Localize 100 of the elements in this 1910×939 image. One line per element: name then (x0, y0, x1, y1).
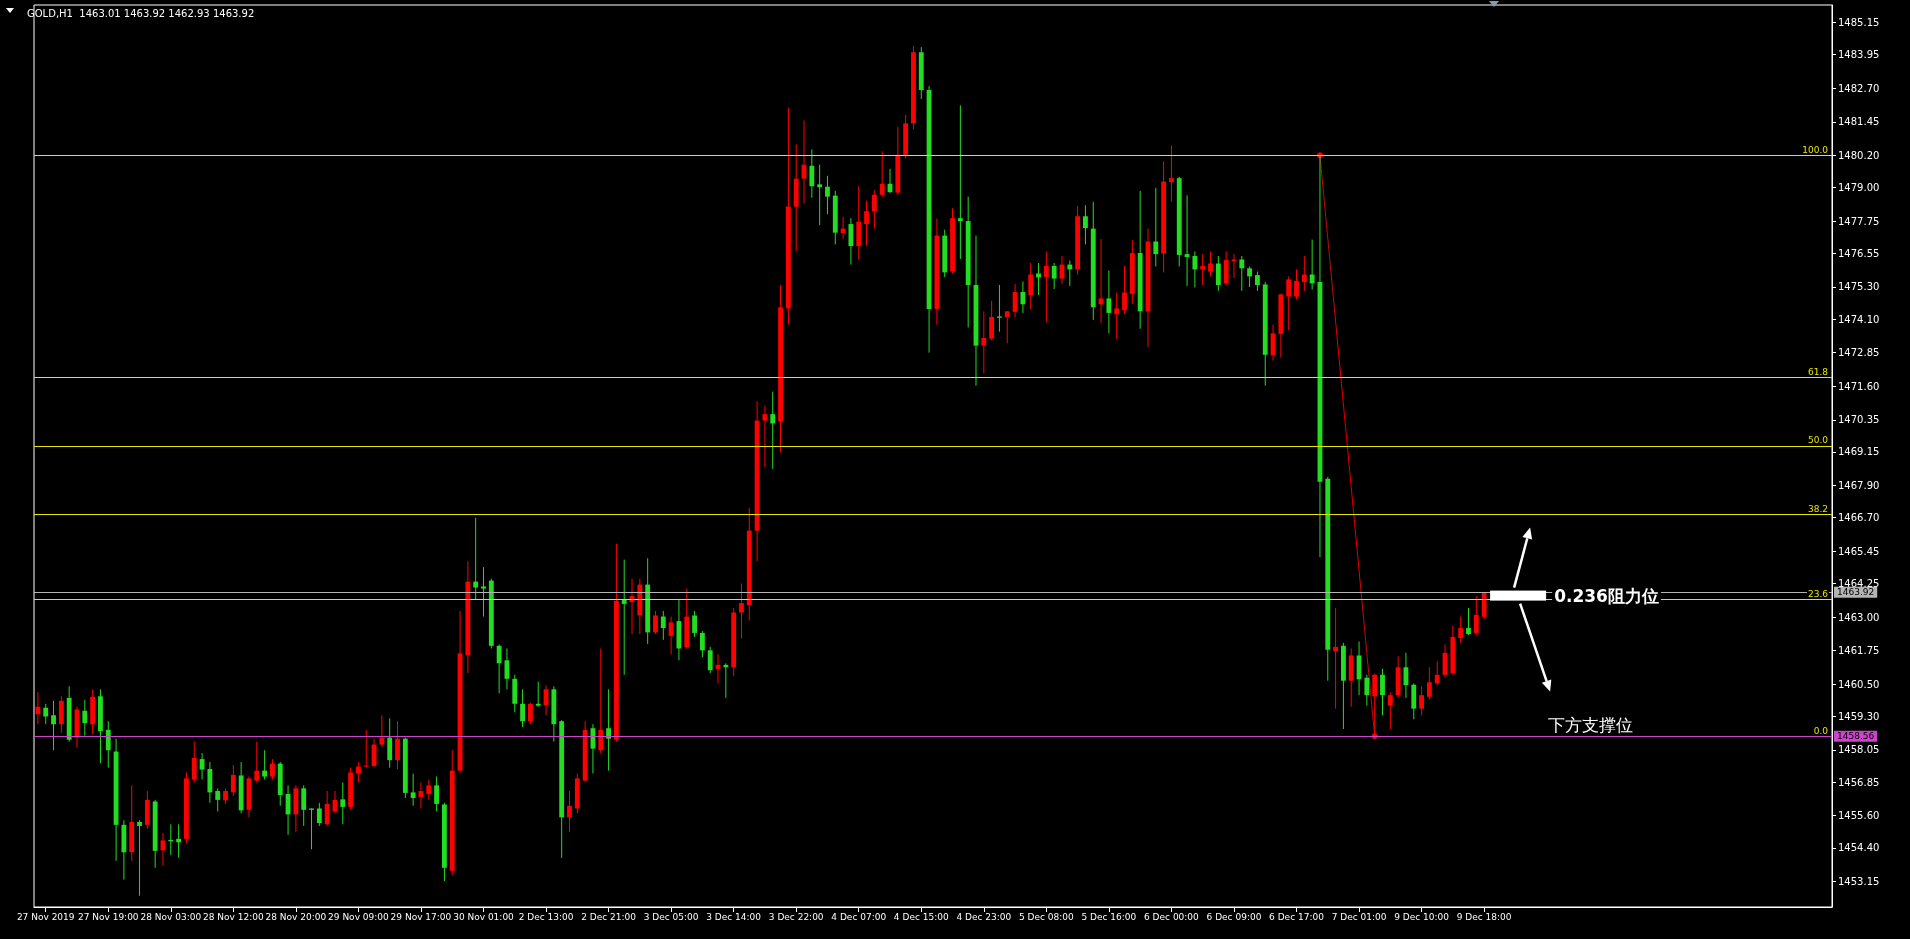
x-tick-label: 7 Dec 01:00 (1331, 911, 1387, 922)
y-tick-label: 1483.95 (1838, 49, 1880, 61)
candlestick (1106, 270, 1112, 334)
annotation: 下方支撑位 (1548, 714, 1634, 735)
candlestick (82, 699, 88, 737)
candlestick (879, 150, 885, 198)
candlestick (1004, 310, 1010, 344)
candlestick (1020, 281, 1026, 314)
chart-title: GOLD,H1 1463.01 1463.92 1462.93 1463.92 (27, 7, 255, 19)
x-tick-label: 28 Nov 03:00 (140, 911, 202, 922)
annotation: 61.8 (1807, 366, 1829, 377)
candlestick (1223, 250, 1229, 286)
candlestick (1458, 616, 1464, 644)
candlestick (567, 790, 572, 833)
candlestick (395, 720, 400, 770)
y-tick-label: 1461.75 (1838, 645, 1880, 657)
y-tick-label: 1475.30 (1838, 281, 1880, 293)
y-tick-label: 1460.50 (1838, 678, 1880, 690)
x-tick-label: 29 Nov 09:00 (328, 911, 390, 922)
candlestick (426, 778, 432, 801)
y-tick-label: 1471.60 (1838, 380, 1880, 392)
candlestick (1122, 265, 1127, 315)
candlestick (817, 164, 823, 226)
candlestick (1364, 674, 1370, 707)
annotation: 38.2 (1807, 503, 1828, 514)
x-tick-label: 2 Dec 21:00 (581, 911, 637, 922)
x-tick-label: 3 Dec 05:00 (643, 911, 699, 922)
candlestick (1411, 682, 1417, 720)
candlestick (997, 284, 1002, 333)
candlestick (770, 391, 776, 470)
y-tick-label: 1458.05 (1838, 744, 1880, 756)
annotation: 0.236阻力位 (1554, 585, 1659, 606)
candlestick (957, 104, 963, 260)
candlestick (809, 148, 815, 199)
x-tick-label: 3 Dec 22:00 (768, 911, 824, 922)
y-tick-label: 1474.10 (1838, 313, 1880, 325)
candlestick (1426, 666, 1432, 700)
candlestick (105, 720, 111, 769)
y-tick-label: 1472.85 (1838, 347, 1880, 359)
candlestick (825, 175, 830, 215)
candlestick (707, 646, 713, 674)
candlestick (324, 790, 330, 827)
candlestick (1231, 253, 1237, 279)
x-tick-label: 4 Dec 15:00 (893, 911, 949, 922)
annotation: 100.0 (1802, 144, 1829, 155)
y-tick-label: 1465.45 (1838, 545, 1880, 557)
y-tick-label: 1477.75 (1838, 215, 1880, 227)
candlestick (309, 807, 314, 850)
candlestick (739, 583, 744, 640)
candlestick (387, 717, 393, 769)
candlestick (137, 819, 142, 897)
candlestick (434, 776, 440, 812)
x-tick-label: 28 Nov 20:00 (265, 911, 327, 922)
candlestick (270, 758, 275, 780)
candlestick (1294, 268, 1299, 300)
candlestick (254, 741, 260, 783)
candlestick (379, 714, 385, 748)
candlestick (1012, 283, 1018, 318)
y-tick-label: 1482.70 (1838, 82, 1880, 94)
candlestick (1333, 607, 1339, 710)
candlestick (1309, 239, 1315, 291)
candlestick (301, 784, 307, 827)
x-tick-label: 6 Dec 17:00 (1269, 911, 1325, 922)
candlestick (1051, 262, 1057, 290)
x-tick-label: 6 Dec 09:00 (1206, 911, 1262, 922)
x-tick-label: 29 Nov 17:00 (390, 911, 452, 922)
candlestick (660, 610, 666, 641)
candlestick (230, 764, 236, 797)
candlestick (340, 781, 346, 825)
y-tick-label: 1467.90 (1838, 480, 1880, 492)
candlestick (363, 729, 369, 769)
candlestick (410, 773, 416, 807)
candlestick (692, 610, 697, 638)
candlestick (215, 787, 221, 812)
candlestick (1434, 660, 1440, 686)
candlestick (356, 761, 361, 783)
x-tick-label: 9 Dec 18:00 (1456, 911, 1512, 922)
y-tick-label: 1480.20 (1838, 149, 1880, 161)
candlestick (1192, 250, 1198, 288)
candlestick (762, 405, 768, 468)
annotation: 0.0 (1813, 725, 1829, 736)
x-tick-label: 27 Nov 2019 (16, 911, 75, 922)
y-tick-label: 1470.35 (1838, 414, 1880, 426)
y-tick-label: 1466.70 (1838, 512, 1880, 524)
candlestick (1419, 685, 1425, 716)
candlestick (1215, 255, 1221, 292)
candlestick (1387, 691, 1393, 730)
candlestick (1208, 250, 1213, 277)
x-tick-label: 5 Dec 16:00 (1081, 911, 1137, 922)
candlestick (1169, 144, 1174, 203)
candlestick (989, 300, 995, 341)
x-tick-label: 2 Dec 13:00 (518, 911, 574, 922)
x-tick-label: 3 Dec 14:00 (706, 911, 762, 922)
y-tick-label: 1454.40 (1838, 842, 1880, 854)
candlestick (35, 691, 41, 725)
candlestick (207, 761, 213, 804)
candlestick (864, 200, 869, 247)
candlestick (871, 189, 877, 230)
y-tick-label: 1453.15 (1838, 876, 1880, 887)
candlestick (1255, 271, 1260, 292)
